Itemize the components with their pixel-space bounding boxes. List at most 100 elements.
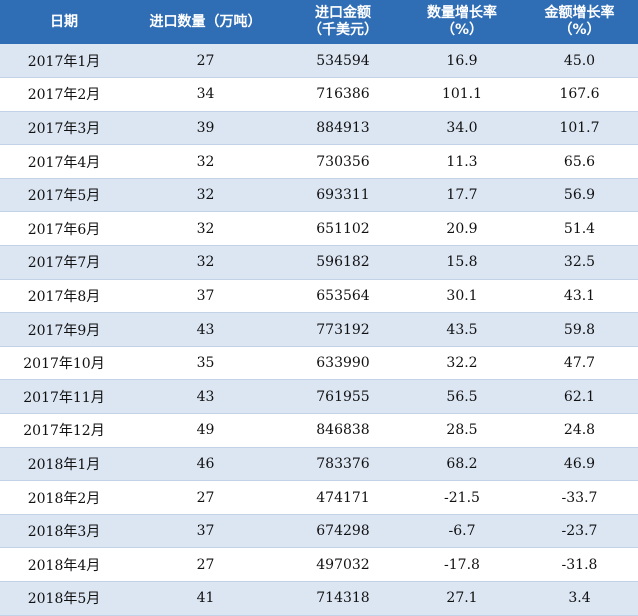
table-row: 2017年12月 49 846838 28.5 24.8 (0, 413, 638, 448)
table-row: 2017年6月 32 651102 20.9 51.4 (0, 211, 638, 247)
cell-qty-growth: 11.3 (403, 144, 521, 179)
table-row: 2017年5月 32 693311 17.7 56.9 (0, 178, 638, 213)
table-row: 2018年1月 46 783376 68.2 46.9 (0, 447, 638, 482)
cell-amt-growth: -31.8 (521, 547, 638, 582)
cell-amount: 474171 (283, 480, 403, 515)
cell-amt-growth: 46.9 (521, 447, 638, 482)
table-header: 日期 进口数量（万吨） 进口金额 （千美元） 数量增长率 （%） 金额增长率 （… (0, 0, 638, 44)
table-row: 2017年11月 43 761955 56.5 62.1 (0, 379, 638, 415)
cell-amt-growth: 101.7 (521, 111, 638, 146)
cell-date: 2017年10月 (0, 346, 128, 381)
table-row: 2018年5月 41 714318 27.1 3.4 (0, 581, 638, 616)
header-quantity-label: 进口数量（万吨） (149, 13, 262, 30)
cell-qty-growth: -6.7 (403, 514, 521, 549)
cell-amount: 716386 (283, 77, 403, 112)
table-row: 2017年3月 39 884913 34.0 101.7 (0, 111, 638, 146)
table-row: 2018年3月 37 674298 -6.7 -23.7 (0, 514, 638, 549)
cell-quantity: 32 (128, 178, 283, 213)
cell-date: 2018年4月 (0, 547, 128, 582)
cell-qty-growth: 17.7 (403, 178, 521, 213)
cell-qty-growth: 20.9 (403, 211, 521, 247)
cell-amount: 884913 (283, 111, 403, 146)
cell-date: 2018年3月 (0, 514, 128, 549)
cell-quantity: 37 (128, 279, 283, 314)
cell-qty-growth: 16.9 (403, 44, 521, 79)
cell-amt-growth: 59.8 (521, 312, 638, 347)
cell-amount: 596182 (283, 245, 403, 280)
header-qty-growth-unit: （%） (440, 22, 484, 38)
header-qty-growth: 数量增长率 （%） (403, 0, 521, 44)
cell-amount: 693311 (283, 178, 403, 213)
cell-quantity: 43 (128, 379, 283, 415)
cell-qty-growth: 27.1 (403, 581, 521, 616)
header-quantity: 进口数量（万吨） (128, 0, 283, 44)
cell-amt-growth: 51.4 (521, 211, 638, 247)
cell-qty-growth: -17.8 (403, 547, 521, 582)
cell-quantity: 46 (128, 447, 283, 482)
cell-quantity: 39 (128, 111, 283, 146)
cell-amt-growth: 45.0 (521, 44, 638, 79)
cell-qty-growth: 101.1 (403, 77, 521, 112)
header-amount-unit: （千美元） (308, 22, 378, 38)
cell-date: 2018年1月 (0, 447, 128, 482)
cell-date: 2017年11月 (0, 379, 128, 415)
cell-qty-growth: 56.5 (403, 379, 521, 415)
cell-date: 2017年8月 (0, 279, 128, 314)
cell-date: 2017年9月 (0, 312, 128, 347)
cell-amount: 674298 (283, 514, 403, 549)
cell-amount: 730356 (283, 144, 403, 179)
cell-quantity: 27 (128, 480, 283, 515)
cell-date: 2017年7月 (0, 245, 128, 280)
cell-quantity: 32 (128, 211, 283, 247)
header-amount-label: 进口金额 (315, 5, 371, 21)
cell-qty-growth: 30.1 (403, 279, 521, 314)
cell-quantity: 37 (128, 514, 283, 549)
table-row: 2017年1月 27 534594 16.9 45.0 (0, 44, 638, 79)
cell-date: 2018年5月 (0, 581, 128, 616)
cell-quantity: 43 (128, 312, 283, 347)
cell-date: 2017年4月 (0, 144, 128, 179)
table-row: 2017年7月 32 596182 15.8 32.5 (0, 245, 638, 280)
cell-amt-growth: -33.7 (521, 480, 638, 515)
table-row: 2017年2月 34 716386 101.1 167.6 (0, 77, 638, 112)
cell-qty-growth: 15.8 (403, 245, 521, 280)
table-row: 2017年8月 37 653564 30.1 43.1 (0, 279, 638, 314)
cell-quantity: 34 (128, 77, 283, 112)
cell-quantity: 49 (128, 413, 283, 448)
cell-amount: 534594 (283, 44, 403, 79)
header-qty-growth-label: 数量增长率 (427, 5, 497, 21)
cell-amount: 846838 (283, 413, 403, 448)
table-row: 2017年9月 43 773192 43.5 59.8 (0, 312, 638, 347)
cell-quantity: 41 (128, 581, 283, 616)
cell-quantity: 32 (128, 245, 283, 280)
table-row: 2017年4月 32 730356 11.3 65.6 (0, 144, 638, 179)
cell-date: 2017年3月 (0, 111, 128, 146)
cell-amt-growth: -23.7 (521, 514, 638, 549)
cell-qty-growth: -21.5 (403, 480, 521, 515)
cell-date: 2018年2月 (0, 480, 128, 515)
cell-amt-growth: 24.8 (521, 413, 638, 448)
cell-amount: 497032 (283, 547, 403, 582)
header-amt-growth: 金额增长率 （%） (521, 0, 638, 44)
cell-qty-growth: 32.2 (403, 346, 521, 381)
header-amt-growth-label: 金额增长率 (544, 5, 615, 21)
cell-date: 2017年5月 (0, 178, 128, 213)
cell-date: 2017年2月 (0, 77, 128, 112)
cell-amt-growth: 32.5 (521, 245, 638, 280)
cell-amt-growth: 167.6 (521, 77, 638, 112)
cell-amt-growth: 65.6 (521, 144, 638, 179)
header-amount: 进口金额 （千美元） (283, 0, 403, 44)
cell-amt-growth: 62.1 (521, 379, 638, 415)
table-row: 2018年2月 27 474171 -21.5 -33.7 (0, 480, 638, 515)
cell-amount: 653564 (283, 279, 403, 314)
header-row: 日期 进口数量（万吨） 进口金额 （千美元） 数量增长率 （%） 金额增长率 （… (0, 0, 638, 44)
cell-quantity: 35 (128, 346, 283, 381)
table-body: 2017年1月 27 534594 16.9 45.0 2017年2月 34 716386 10… (0, 44, 638, 616)
cell-amount: 651102 (283, 211, 403, 247)
table-row: 2017年10月 35 633990 32.2 47.7 (0, 346, 638, 381)
header-amt-growth-unit: （%） (558, 22, 601, 38)
header-date-label: 日期 (50, 13, 78, 30)
cell-quantity: 32 (128, 144, 283, 179)
cell-amount: 761955 (283, 379, 403, 415)
